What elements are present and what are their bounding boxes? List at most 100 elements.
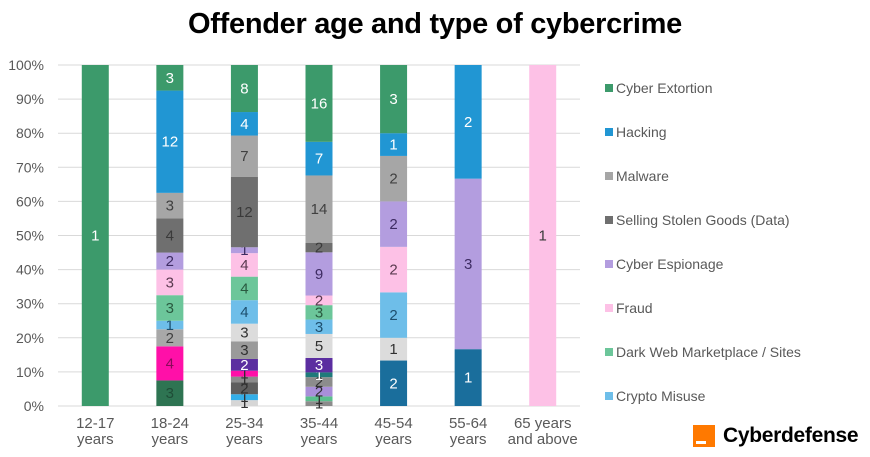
legend-item: Malware xyxy=(605,168,669,184)
data-label: 2 xyxy=(315,292,323,309)
y-tick-label: 0% xyxy=(24,398,44,414)
orange-square-logo-icon xyxy=(693,425,715,447)
bar-segment xyxy=(230,382,258,395)
bar-segment xyxy=(156,65,184,91)
legend-swatch-icon xyxy=(605,216,613,224)
data-label: 3 xyxy=(166,300,174,317)
data-label: 16 xyxy=(311,95,328,112)
y-tick-label: 20% xyxy=(16,330,44,346)
bar-segment xyxy=(230,247,258,254)
data-label: 1 xyxy=(539,228,547,245)
legend-swatch-icon xyxy=(605,304,613,312)
bar-segment xyxy=(230,65,258,113)
bar-segment xyxy=(81,65,109,406)
x-axis-labels: 12-17years18-24years25-34years35-44years… xyxy=(76,415,578,448)
x-tick-label: 65 years xyxy=(514,415,572,432)
bar-segment xyxy=(380,65,408,134)
bar-segment xyxy=(305,357,333,373)
data-label: 3 xyxy=(464,256,472,273)
x-tick-label: and above xyxy=(508,431,578,448)
x-tick-label: years xyxy=(152,431,189,448)
legend-label: Cyber Extortion xyxy=(616,80,713,96)
bar-segment xyxy=(380,246,408,293)
bar-segment xyxy=(156,192,184,219)
data-label: 3 xyxy=(166,274,174,291)
data-label: 4 xyxy=(240,280,248,297)
data-label: 2 xyxy=(240,357,248,374)
bar-segment xyxy=(230,370,258,377)
legend-swatch-icon xyxy=(605,128,613,136)
legend-item: Cyber Espionage xyxy=(605,256,723,272)
y-tick-label: 10% xyxy=(16,364,44,380)
data-label: 4 xyxy=(166,355,174,372)
bar-segment xyxy=(230,135,258,177)
legend-swatch-icon xyxy=(605,172,613,180)
data-label: 2 xyxy=(389,262,397,279)
bar-segment xyxy=(305,401,333,406)
y-tick-label: 90% xyxy=(16,91,44,107)
bar-segment xyxy=(454,349,482,406)
data-label: 2 xyxy=(240,380,248,397)
data-label: 1 xyxy=(240,372,248,389)
x-tick-label: 12-17 xyxy=(76,415,114,432)
logo-text: Cyberdefense xyxy=(723,424,859,447)
bar-segment xyxy=(529,65,557,406)
data-label: 3 xyxy=(315,357,323,374)
data-label: 3 xyxy=(166,385,174,402)
data-label: 3 xyxy=(389,91,397,108)
legend-label: Malware xyxy=(616,168,669,184)
bars: 1342133243123112112334441127481122135332… xyxy=(81,65,557,413)
legend-label: Crypto Misuse xyxy=(616,388,706,404)
bar-segment xyxy=(305,65,333,142)
data-label: 1 xyxy=(315,396,323,413)
legend-label: Dark Web Marketplace / Sites xyxy=(616,344,801,360)
data-label: 1 xyxy=(240,366,248,383)
data-label: 7 xyxy=(315,151,323,168)
data-label: 12 xyxy=(236,204,253,221)
data-label: 1 xyxy=(91,228,99,245)
bar-segment xyxy=(380,155,408,202)
bar-stack: 1 xyxy=(81,65,109,406)
data-label: 2 xyxy=(315,240,323,257)
x-tick-label: 45-54 xyxy=(374,415,412,432)
data-label: 2 xyxy=(464,114,472,131)
bar-segment xyxy=(230,276,258,301)
bar-segment xyxy=(156,295,184,321)
x-tick-label: years xyxy=(375,431,412,448)
data-label: 2 xyxy=(315,384,323,401)
bar-segment xyxy=(156,320,184,330)
brand-logo: Cyberdefense xyxy=(693,424,859,448)
legend-item: Dark Web Marketplace / Sites xyxy=(605,344,801,360)
bar-segment xyxy=(156,252,184,270)
data-label: 1 xyxy=(240,389,248,406)
y-tick-label: 100% xyxy=(8,57,44,73)
legend-swatch-icon xyxy=(605,392,613,400)
legend-label: Hacking xyxy=(616,124,667,140)
bar-segment xyxy=(305,242,333,253)
data-label: 1 xyxy=(240,242,248,259)
bar-segment xyxy=(380,337,408,361)
x-tick-label: years xyxy=(450,431,487,448)
bar-segment xyxy=(156,346,184,381)
bar-segment xyxy=(305,175,333,243)
bar-stack: 1 3 2 xyxy=(454,65,482,406)
data-label: 4 xyxy=(240,257,248,274)
bar-segment xyxy=(454,65,482,179)
data-label: 3 xyxy=(240,342,248,359)
data-label: 4 xyxy=(240,116,248,133)
chart-title: Offender age and type of cybercrime xyxy=(188,8,682,40)
data-label: 2 xyxy=(389,171,397,188)
bar-segment xyxy=(230,358,258,371)
y-tick-label: 40% xyxy=(16,262,44,278)
bar-segment xyxy=(230,176,258,248)
bar-segment xyxy=(380,292,408,338)
bar-segment xyxy=(156,380,184,406)
bar-segment xyxy=(230,376,258,383)
data-label: 1 xyxy=(166,317,174,334)
y-tick-label: 60% xyxy=(16,193,44,209)
bar-segment xyxy=(380,360,408,406)
bar-segment xyxy=(230,323,258,342)
data-label: 14 xyxy=(311,201,328,218)
